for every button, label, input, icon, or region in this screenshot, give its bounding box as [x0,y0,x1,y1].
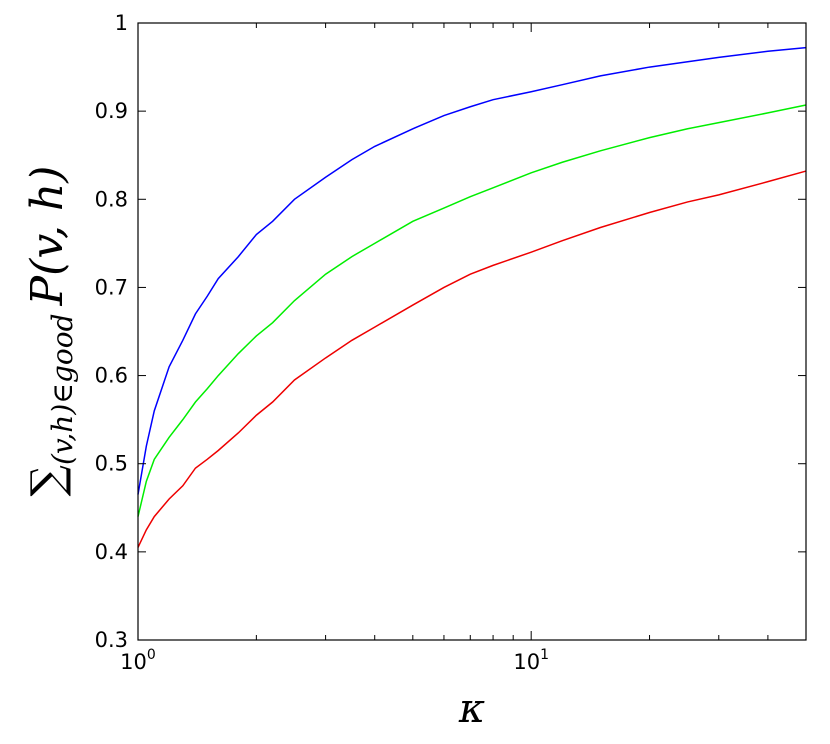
y-tick-label: 0.6 [95,364,128,388]
series-line-1 [137,46,807,495]
x-tick-label-exp: 1 [540,647,549,663]
x-tick-label: 100 [120,647,156,674]
y-axis-title-subscript: (v,h)∈good [46,313,79,465]
x-tick-label: 101 [513,647,549,674]
series-line-2 [137,104,807,517]
x-tick-label-base: 10 [513,650,540,674]
y-tick-label: 0.8 [95,187,128,211]
y-axis-title-sum: ∑ [22,465,73,496]
svg-text:∑(v,h)∈goodP(v, h): ∑(v,h)∈good P(v, h) [22,166,79,497]
x-axis-title: κ [458,686,485,732]
x-tick-label-exp: 0 [147,647,156,663]
y-axis-title-main: P(v, h) [22,166,73,307]
series-layer [137,46,807,548]
y-tick-label: 0.7 [95,275,128,299]
y-tick-label: 0.4 [95,540,128,564]
ticks-layer [137,22,807,641]
x-tick-label-base: 10 [120,650,147,674]
plot-frame [137,22,807,641]
y-tick-label: 1 [115,11,128,35]
y-tick-label: 0.3 [95,628,128,652]
y-tick-label: 0.9 [95,99,128,123]
y-tick-label: 0.5 [95,452,128,476]
series-line-3 [137,170,807,548]
y-axis-title: ∑(v,h)∈good P(v, h) [22,166,79,497]
